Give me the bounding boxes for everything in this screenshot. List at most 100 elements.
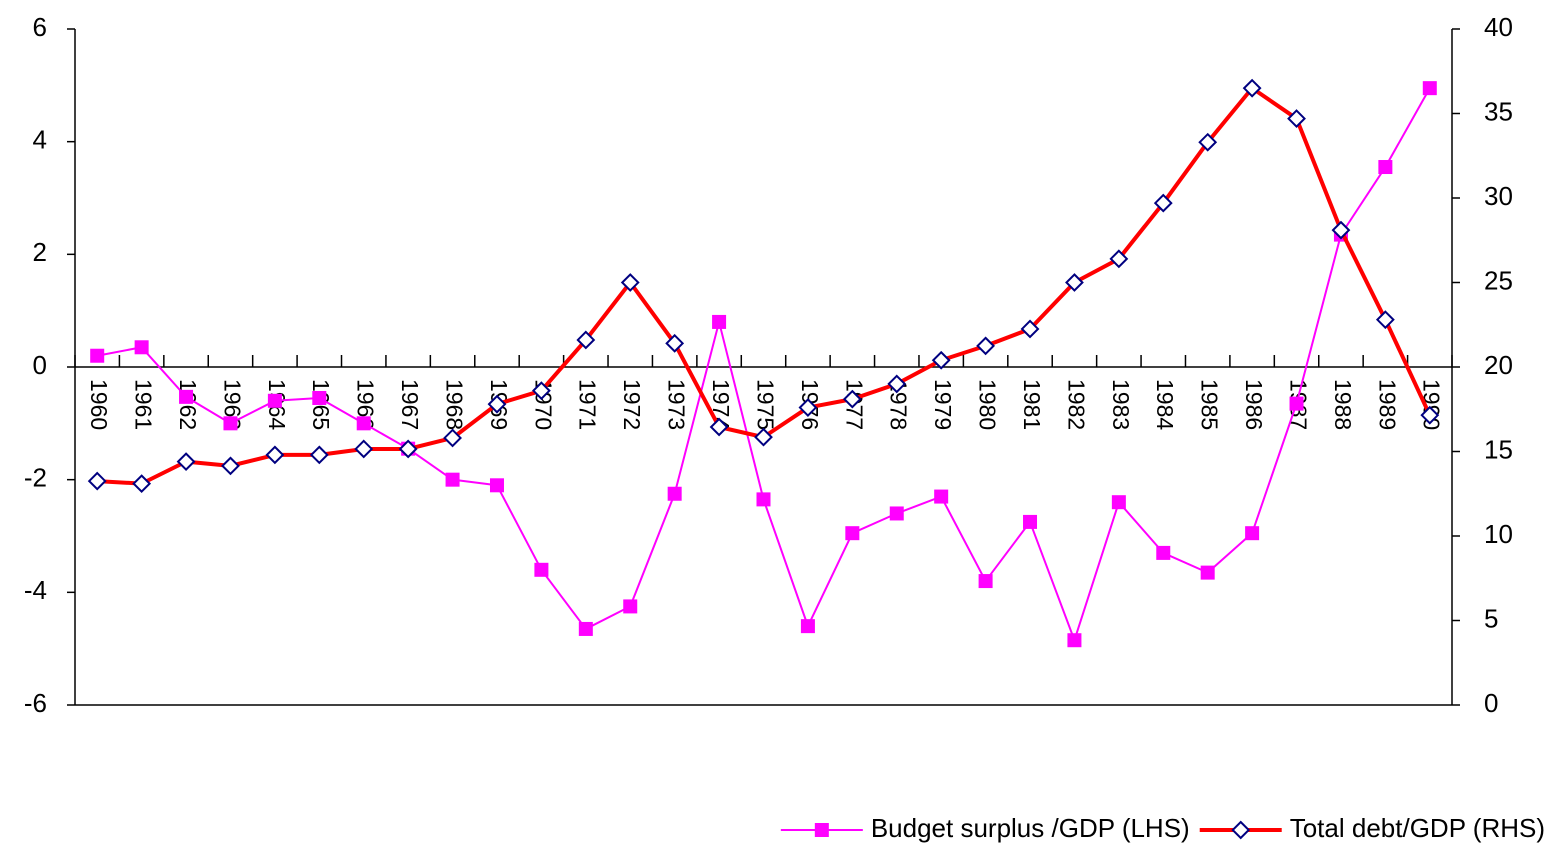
data-point	[1153, 193, 1173, 213]
data-point	[132, 474, 152, 494]
data-point	[1289, 396, 1304, 411]
data-point	[443, 428, 462, 448]
data-point	[176, 452, 196, 472]
x-tick-label: 1962	[175, 379, 201, 430]
x-tick-label: 1979	[930, 379, 956, 430]
x-tick-label: 1982	[1063, 379, 1089, 430]
data-point	[221, 456, 240, 476]
data-point	[265, 445, 285, 465]
x-tick-label: 1988	[1330, 379, 1356, 430]
x-tick-label: 1961	[131, 379, 157, 430]
data-point	[578, 621, 593, 636]
y-tick-label: -6	[24, 688, 47, 718]
data-point	[134, 340, 149, 355]
data-point	[1020, 319, 1040, 339]
data-point	[1109, 249, 1129, 269]
y-tick-label: 4	[33, 125, 47, 155]
data-point	[1287, 109, 1306, 128]
data-point	[1420, 405, 1440, 425]
y-tick-label: 2	[33, 237, 47, 267]
x-tick-label: 1981	[1019, 379, 1045, 430]
data-point	[354, 439, 374, 459]
legend-label: Budget surplus /GDP (LHS)	[871, 813, 1190, 843]
y2-tick-label: 0	[1484, 688, 1498, 718]
x-tick-label: 1960	[86, 379, 112, 430]
y-tick-label: -2	[24, 463, 47, 493]
x-tick-label: 1971	[575, 379, 601, 430]
y2-tick-label: 40	[1484, 12, 1513, 42]
x-tick-label: 1973	[664, 379, 690, 430]
x-tick-label: 1972	[619, 379, 645, 430]
data-point	[179, 389, 194, 404]
data-point	[842, 389, 862, 409]
data-point	[934, 489, 949, 504]
data-point	[356, 416, 371, 431]
y2-tick-label: 20	[1484, 350, 1513, 380]
data-point	[756, 492, 771, 507]
x-tick-label: 1989	[1374, 379, 1400, 430]
data-point	[887, 374, 907, 394]
data-point	[712, 314, 727, 329]
legend-marker	[1231, 820, 1251, 840]
x-tick-label: 1983	[1108, 379, 1134, 430]
data-point	[754, 427, 773, 447]
x-tick-label: 1985	[1197, 379, 1223, 430]
x-tick-label: 1967	[397, 379, 423, 430]
x-tick-label: 1968	[441, 379, 467, 430]
data-point	[845, 526, 860, 541]
data-point	[665, 333, 685, 353]
data-point	[1198, 132, 1218, 152]
data-point	[1065, 273, 1084, 292]
data-point	[489, 478, 504, 493]
data-point	[398, 439, 418, 459]
y2-tick-label: 10	[1484, 519, 1513, 549]
data-point	[1023, 514, 1038, 529]
data-point	[976, 336, 996, 356]
y2-tick-label: 5	[1484, 603, 1498, 633]
data-point	[576, 330, 596, 350]
data-point	[1200, 565, 1215, 580]
y-tick-label: 6	[33, 12, 47, 42]
y-tick-label: -4	[24, 575, 47, 605]
data-point	[667, 486, 682, 501]
data-point	[978, 574, 993, 589]
data-point	[1375, 310, 1395, 330]
legend-marker	[814, 823, 829, 837]
data-point	[623, 599, 638, 614]
data-point	[1242, 78, 1262, 98]
data-point	[1067, 633, 1082, 648]
data-point	[709, 417, 729, 437]
data-point	[1111, 495, 1126, 510]
data-point	[445, 472, 460, 487]
x-tick-label: 1984	[1152, 379, 1178, 430]
x-tick-label: 1986	[1241, 379, 1267, 430]
data-point	[798, 398, 818, 417]
y-tick-label: 0	[33, 350, 47, 380]
data-point	[312, 390, 327, 405]
data-point	[1245, 526, 1260, 541]
legend-label: Total debt/GDP (RHS)	[1290, 813, 1545, 843]
y2-tick-label: 25	[1484, 265, 1513, 295]
data-point	[309, 445, 329, 465]
y2-tick-label: 30	[1484, 181, 1513, 211]
data-point	[531, 381, 551, 401]
x-tick-label: 1975	[752, 379, 778, 430]
y2-tick-label: 35	[1484, 96, 1513, 126]
x-tick-label: 1980	[975, 379, 1001, 430]
data-point	[90, 348, 105, 363]
data-point	[620, 273, 640, 292]
data-point	[223, 416, 238, 431]
data-point	[1378, 160, 1393, 175]
data-point	[487, 394, 507, 414]
data-point	[931, 350, 951, 370]
data-point	[800, 619, 815, 634]
data-point	[1422, 81, 1437, 96]
data-point	[1156, 545, 1171, 560]
data-point	[889, 506, 904, 521]
data-point	[87, 471, 107, 491]
data-point	[1331, 220, 1351, 240]
data-point	[267, 393, 282, 408]
y2-tick-label: 15	[1484, 434, 1513, 464]
